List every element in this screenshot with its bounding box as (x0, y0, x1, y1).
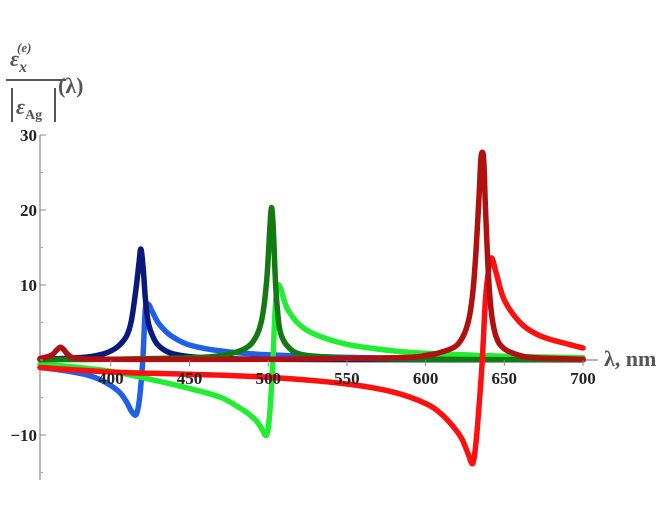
x-tick-label: 550 (334, 369, 360, 388)
y-tick-label: −10 (10, 426, 37, 445)
series-line-3 (37, 281, 586, 439)
svg-text:εAg: εAg (16, 94, 42, 123)
series-layer (37, 149, 586, 467)
x-axis-label: λ, nm (604, 346, 656, 371)
series-line-6 (37, 149, 586, 363)
x-tick-label: 500 (255, 369, 281, 388)
svg-text:εx(e): εx (e) (10, 40, 31, 76)
y-label-num-sub: x (18, 59, 27, 76)
ticks: 400 450 500 550 600 650 700 −10 10 20 30 (10, 126, 596, 473)
y-tick-label: 30 (20, 126, 37, 145)
y-label-den-symbol: ε (16, 94, 25, 119)
series-line-5 (37, 255, 586, 467)
y-label-num-symbol: ε (10, 46, 19, 71)
y-label-num-sup: (e) (17, 40, 31, 55)
x-tick-label: 650 (492, 369, 518, 388)
x-tick-label: 450 (177, 369, 203, 388)
y-label-suffix: (λ) (58, 73, 83, 98)
y-label-den-sub: Ag (25, 108, 42, 123)
x-tick-label: 400 (98, 369, 124, 388)
y-tick-label: 10 (20, 276, 37, 295)
y-tick-label: 20 (20, 201, 37, 220)
x-tick-label: 600 (413, 369, 439, 388)
y-axis-label: εx(e) εAg (λ) (6, 40, 83, 123)
x-tick-label: 700 (570, 369, 596, 388)
axes (39, 135, 598, 480)
